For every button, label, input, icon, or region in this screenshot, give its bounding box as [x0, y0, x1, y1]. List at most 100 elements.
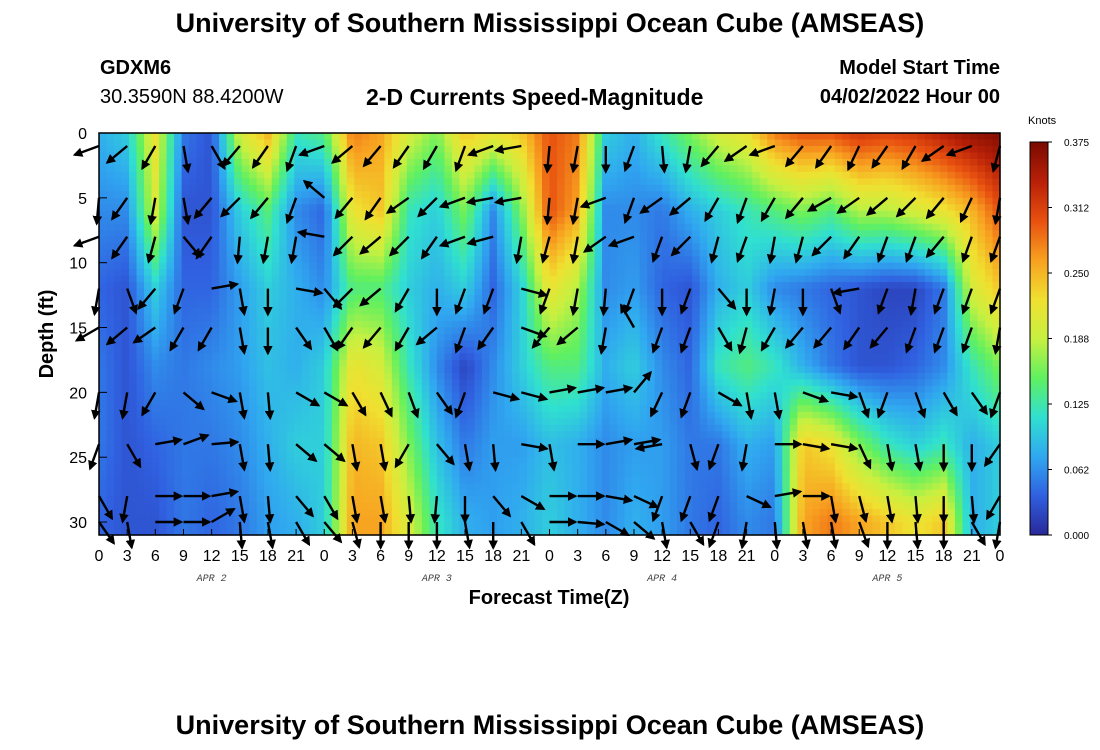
heatmap-cell	[834, 171, 843, 179]
heatmap-cell	[151, 184, 160, 192]
heatmap-cell	[279, 204, 288, 212]
heatmap-cell	[121, 152, 130, 160]
heatmap-cell	[557, 269, 566, 277]
heatmap-cell	[969, 275, 979, 283]
heatmap-cell	[939, 262, 949, 270]
heatmap-cell	[309, 275, 318, 283]
heatmap-cell	[714, 346, 723, 355]
heatmap-cell	[774, 275, 783, 283]
heatmap-cell	[864, 301, 873, 309]
heatmap-cell	[879, 217, 888, 225]
heatmap-cell	[226, 314, 235, 322]
heatmap-cell	[812, 314, 821, 322]
heatmap-cell	[984, 295, 994, 303]
heatmap-cell	[526, 262, 536, 270]
heatmap-cell	[992, 372, 1001, 380]
heatmap-cell	[954, 165, 964, 173]
heatmap-cell	[489, 223, 498, 231]
heatmap-cell	[129, 398, 138, 406]
heatmap-cell	[234, 353, 243, 361]
heatmap-cell	[872, 197, 881, 205]
heatmap-cell	[684, 158, 693, 167]
heatmap-cell	[939, 256, 949, 264]
heatmap-cell	[617, 398, 626, 406]
heatmap-cell	[151, 256, 160, 264]
heatmap-cell	[406, 379, 415, 387]
heatmap-cell	[361, 314, 370, 322]
heatmap-cell	[159, 282, 168, 290]
heatmap-cell	[729, 262, 738, 270]
heatmap-cell	[121, 249, 130, 257]
heatmap-cell	[144, 385, 153, 393]
heatmap-cell	[849, 269, 858, 277]
heatmap-cell	[166, 171, 175, 179]
heatmap-cell	[181, 184, 190, 192]
heatmap-cell	[692, 158, 701, 167]
heatmap-cell	[241, 204, 250, 212]
heatmap-cell	[136, 398, 145, 406]
heatmap-cell	[226, 269, 235, 277]
heatmap-cell	[624, 171, 633, 179]
heatmap-cell	[519, 217, 528, 225]
heatmap-cell	[609, 282, 618, 290]
heatmap-cell	[361, 275, 370, 283]
heatmap-cell	[414, 230, 423, 238]
heatmap-cell	[241, 398, 250, 406]
heatmap-cell	[474, 152, 483, 160]
heatmap-cell	[819, 340, 828, 348]
heatmap-cell	[864, 217, 873, 225]
heatmap-cell	[752, 334, 761, 342]
heatmap-cell	[294, 178, 303, 186]
heatmap-cell	[181, 191, 190, 199]
heatmap-cell	[984, 139, 994, 147]
heatmap-cell	[887, 249, 896, 257]
heatmap-cell	[954, 262, 964, 270]
heatmap-cell	[481, 262, 491, 270]
heatmap-cell	[782, 334, 791, 342]
heatmap-cell	[639, 249, 648, 257]
heatmap-cell	[534, 191, 543, 199]
heatmap-cell	[947, 346, 956, 355]
heatmap-cell	[181, 262, 190, 270]
heatmap-cell	[249, 366, 258, 374]
heatmap-cell	[511, 295, 521, 303]
heatmap-cell	[339, 223, 348, 231]
heatmap-cell	[624, 236, 633, 244]
heatmap-cell	[181, 366, 190, 374]
heatmap-cell	[151, 133, 160, 141]
heatmap-cell	[346, 262, 355, 270]
heatmap-cell	[587, 262, 596, 270]
heatmap-cell	[594, 372, 603, 380]
heatmap-cell	[489, 152, 498, 160]
heatmap-cell	[767, 139, 776, 147]
heatmap-cell	[519, 340, 528, 348]
heatmap-cell	[692, 346, 701, 355]
heatmap-cell	[241, 139, 250, 147]
heatmap-cell	[872, 152, 881, 160]
heatmap-cell	[692, 210, 701, 218]
heatmap-cell	[376, 346, 385, 355]
heatmap-cell	[181, 230, 190, 238]
heatmap-cell	[587, 197, 596, 205]
heatmap-cell	[436, 321, 445, 329]
heatmap-cell	[234, 223, 243, 231]
heatmap-cell	[729, 210, 738, 218]
heatmap-cell	[279, 308, 288, 316]
heatmap-cell	[909, 243, 919, 251]
heatmap-cell	[249, 178, 258, 186]
heatmap-cell	[684, 353, 693, 361]
heatmap-cell	[414, 223, 423, 231]
heatmap-cell	[827, 152, 836, 160]
heatmap-cell	[857, 204, 866, 212]
heatmap-cell	[376, 152, 385, 160]
heatmap-cell	[587, 340, 596, 348]
heatmap-cell	[429, 301, 438, 309]
heatmap-cell	[204, 321, 213, 329]
heatmap-cell	[271, 392, 280, 400]
heatmap-cell	[737, 321, 746, 329]
heatmap-cell	[977, 223, 986, 231]
heatmap-cell	[301, 197, 310, 205]
heatmap-cell	[737, 392, 746, 400]
heatmap-cell	[587, 346, 596, 355]
heatmap-cell	[504, 379, 513, 387]
